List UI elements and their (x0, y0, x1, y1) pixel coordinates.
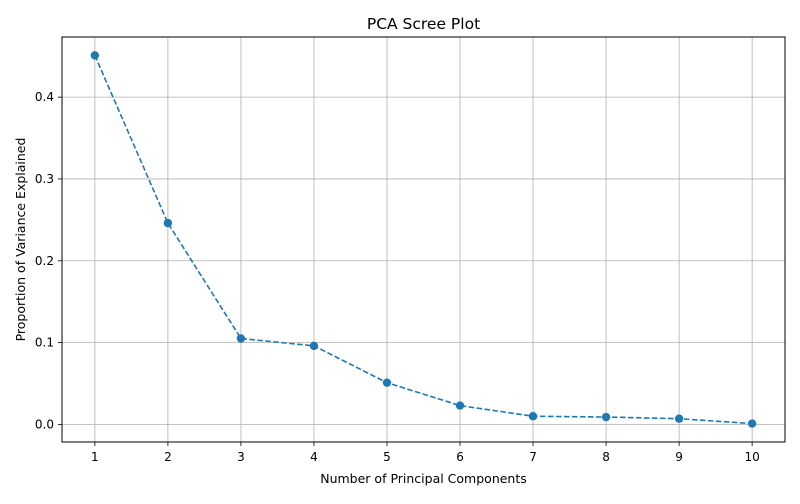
y-tick-label: 0.2 (35, 254, 54, 268)
data-point (601, 412, 611, 422)
tick-layer: 1 2 3 4 5 6 7 8 9 10 0.0 0.1 0.2 0.3 0.4 (35, 90, 760, 464)
chart-title: PCA Scree Plot (367, 15, 480, 33)
x-tick-label: 3 (237, 450, 245, 464)
series-layer (90, 51, 757, 428)
x-tick-label: 2 (164, 450, 172, 464)
y-tick-label: 0.0 (35, 417, 54, 431)
data-point (382, 378, 392, 387)
y-tick-label: 0.4 (35, 90, 54, 104)
data-point (747, 419, 757, 428)
x-tick-label: 6 (456, 450, 464, 464)
y-tick-label: 0.3 (35, 172, 54, 186)
grid-layer (62, 37, 785, 442)
x-tick-label: 8 (602, 450, 610, 464)
data-point (163, 218, 173, 228)
data-point (528, 412, 538, 421)
data-point (90, 51, 100, 60)
x-tick-label: 7 (529, 450, 537, 464)
y-tick-label: 0.1 (35, 336, 54, 350)
plot-frame (61, 36, 786, 443)
data-point (309, 341, 319, 351)
x-tick-label: 5 (383, 450, 391, 464)
data-point (236, 334, 246, 343)
data-point (674, 414, 684, 423)
x-tick-label: 4 (310, 450, 318, 464)
x-tick-label: 1 (91, 450, 99, 464)
series-line (94, 55, 753, 425)
y-axis-label: Proportion of Variance Explained (13, 138, 28, 342)
x-tick-label: 9 (675, 450, 683, 464)
x-axis-label: Number of Principal Components (320, 471, 527, 486)
x-tick-label: 10 (744, 450, 759, 464)
data-point (455, 401, 465, 410)
